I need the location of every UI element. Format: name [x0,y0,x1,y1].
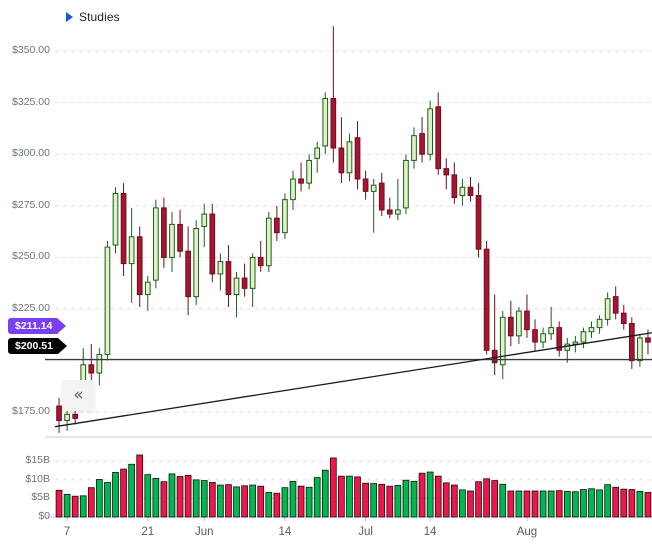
price-tick-label: $325.00 [12,95,50,108]
date-axis-labels: 7 21 Jun 14 Jul 14 Aug [0,522,652,542]
date-tick-label: 7 [63,526,71,538]
price-tick-label: $250.00 [12,250,50,263]
volume-tick-label: $0 [38,510,50,522]
date-tick-label: 21 [141,526,155,538]
price-tick-label: $300.00 [12,147,50,160]
price-tick-label: $275.00 [12,198,50,211]
quote-price-badge[interactable]: $211.14 [8,318,67,334]
scroll-left-button[interactable]: « [62,380,95,411]
price-tick-label: $175.00 [12,405,50,418]
date-tick-label: 14 [278,526,292,538]
volume-axis-labels: $15B $10B $5B $0 [0,0,50,553]
quote-price-text: $211.14 [15,320,53,332]
volume-tick-label: $15B [25,454,50,467]
last-price-text: $200.51 [15,340,53,352]
price-tick-label: $225.00 [12,302,50,315]
badge-pointer [57,338,67,354]
price-gridlines [55,50,652,413]
price-axis-labels: $350.00 $325.00 $300.00 $275.00 $250.00 $225.… [0,0,50,553]
volume-tick-label: $5B [31,491,50,504]
date-tick-label: 14 [423,526,437,538]
badge-pointer [57,318,67,334]
last-price-badge[interactable]: $200.51 [8,338,67,354]
date-tick-label: Jul [358,526,373,538]
play-triangle-icon [66,12,73,22]
volume-series [55,454,652,518]
chart-overlays [45,332,652,428]
candlestick-series [56,26,651,433]
studies-label: Studies [79,10,120,24]
studies-toggle[interactable]: Studies [66,10,120,24]
chevron-double-left-icon: « [73,385,84,405]
date-tick-label: Aug [516,526,538,538]
volume-tick-label: $10B [25,472,50,485]
date-tick-label: Jun [194,526,214,538]
price-tick-label: $350.00 [12,44,50,57]
